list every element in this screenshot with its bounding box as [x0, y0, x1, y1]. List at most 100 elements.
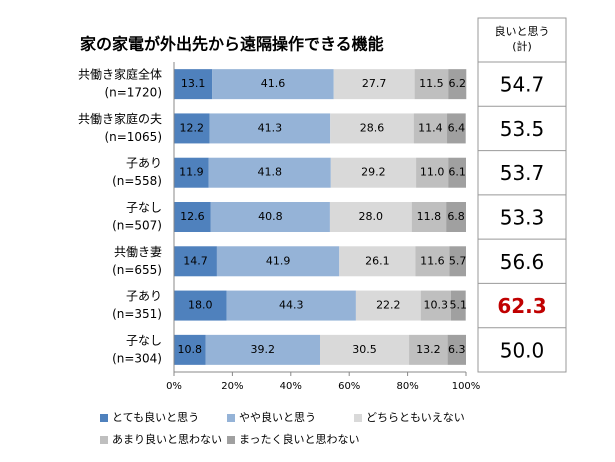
total-value: 56.6: [500, 250, 545, 274]
bar-segment: [174, 334, 206, 365]
category-label: 共働き家庭の夫: [78, 111, 162, 126]
bar-segment: [205, 334, 320, 365]
table-header: 良いと思う: [495, 24, 550, 38]
legend-swatch: [100, 414, 108, 422]
bar-segment: [209, 113, 331, 144]
x-tick-label: 60%: [338, 381, 360, 392]
x-tick-label: 80%: [396, 381, 418, 392]
data-label: 6.8: [447, 210, 465, 223]
category-sublabel: (n=1720): [104, 86, 162, 100]
bar-segment: [174, 246, 217, 277]
data-label: 27.7: [362, 77, 387, 90]
total-value: 62.3: [497, 294, 546, 318]
legend-swatch: [354, 414, 362, 422]
legend-swatch: [227, 414, 235, 422]
category-label: 共働き妻: [114, 245, 162, 259]
bar-segment: [330, 113, 414, 144]
bar-segment: [416, 157, 449, 188]
bar-segment: [414, 69, 449, 100]
x-tick-label: 0%: [166, 381, 182, 392]
data-label: 13.1: [181, 77, 206, 90]
data-label: 28.0: [359, 210, 384, 223]
bar-segment: [212, 69, 334, 100]
legend-label: どちらともいえない: [366, 411, 465, 424]
data-label: 10.8: [178, 343, 203, 356]
data-label: 41.3: [258, 121, 283, 134]
category-label: 子あり: [126, 289, 162, 303]
bar-segment: [450, 290, 466, 321]
data-label: 29.2: [361, 166, 386, 179]
chart-title: 家の家電が外出先から遠隔操作できる機能: [80, 35, 384, 54]
data-label: 5.1: [450, 299, 468, 312]
bar-segment: [415, 246, 450, 277]
total-value: 53.7: [500, 161, 545, 185]
total-value: 53.5: [500, 117, 545, 141]
total-value: 50.0: [500, 338, 545, 362]
data-label: 28.6: [360, 121, 385, 134]
data-label: 10.3: [424, 299, 449, 312]
data-label: 44.3: [279, 299, 304, 312]
data-label: 39.2: [251, 343, 276, 356]
data-label: 14.7: [183, 254, 208, 267]
bar-segment: [446, 202, 466, 232]
bar-segment: [320, 334, 410, 365]
bar-segment: [174, 69, 213, 100]
data-label: 11.9: [179, 166, 204, 179]
category-sublabel: (n=558): [112, 174, 162, 188]
bar-segment: [174, 290, 227, 321]
category-sublabel: (n=655): [112, 263, 162, 277]
data-label: 11.0: [420, 166, 445, 179]
bar-segment: [447, 113, 466, 144]
data-label: 41.6: [261, 77, 286, 90]
bar-segment: [174, 113, 210, 144]
legend-swatch: [227, 436, 235, 444]
legend-label: やや良いと思う: [239, 410, 316, 424]
bar-segment: [409, 334, 448, 365]
category-label: 共働き家庭全体: [78, 67, 162, 82]
data-label: 11.5: [419, 77, 444, 90]
data-label: 13.2: [416, 343, 441, 356]
bar-segment: [448, 157, 466, 188]
category-label: 子あり: [126, 156, 162, 170]
data-label: 22.2: [376, 299, 401, 312]
data-label: 12.2: [180, 121, 205, 134]
table-header: (計): [512, 39, 532, 53]
legend-swatch: [100, 436, 108, 444]
bar-segment: [447, 334, 466, 365]
bar-segment: [174, 157, 209, 188]
bar-segment: [329, 202, 412, 232]
legend-label: とても良いと思う: [112, 410, 199, 424]
data-label: 41.9: [266, 254, 291, 267]
category-label: 子なし: [126, 333, 162, 347]
bar-segment: [210, 202, 330, 232]
data-label: 12.6: [180, 210, 205, 223]
data-label: 6.4: [448, 121, 466, 134]
x-tick-label: 100%: [452, 381, 481, 392]
bar-segment: [449, 246, 466, 277]
category-sublabel: (n=351): [112, 307, 162, 321]
category-sublabel: (n=1065): [104, 130, 162, 144]
data-label: 41.8: [258, 166, 283, 179]
data-label: 5.7: [449, 254, 467, 267]
category-sublabel: (n=507): [112, 219, 162, 233]
total-value: 53.3: [500, 206, 545, 230]
legend-label: あまり良いと思わない: [112, 432, 222, 446]
bar-segment: [208, 157, 331, 188]
bar-segment: [413, 113, 448, 144]
data-label: 6.1: [448, 166, 466, 179]
data-label: 6.2: [448, 77, 466, 90]
bar-segment: [448, 69, 467, 100]
total-value: 54.7: [500, 73, 545, 97]
data-label: 40.8: [258, 210, 283, 223]
bar-segment: [411, 202, 447, 232]
data-label: 6.3: [448, 343, 466, 356]
bar-segment: [420, 290, 451, 321]
data-label: 18.0: [188, 299, 213, 312]
data-label: 11.6: [420, 254, 445, 267]
legend-label: まったく良いと思わない: [239, 432, 360, 446]
bar-segment: [330, 157, 417, 188]
data-label: 11.4: [418, 121, 443, 134]
x-tick-label: 40%: [280, 381, 302, 392]
data-label: 26.1: [365, 254, 390, 267]
data-label: 11.8: [417, 210, 442, 223]
